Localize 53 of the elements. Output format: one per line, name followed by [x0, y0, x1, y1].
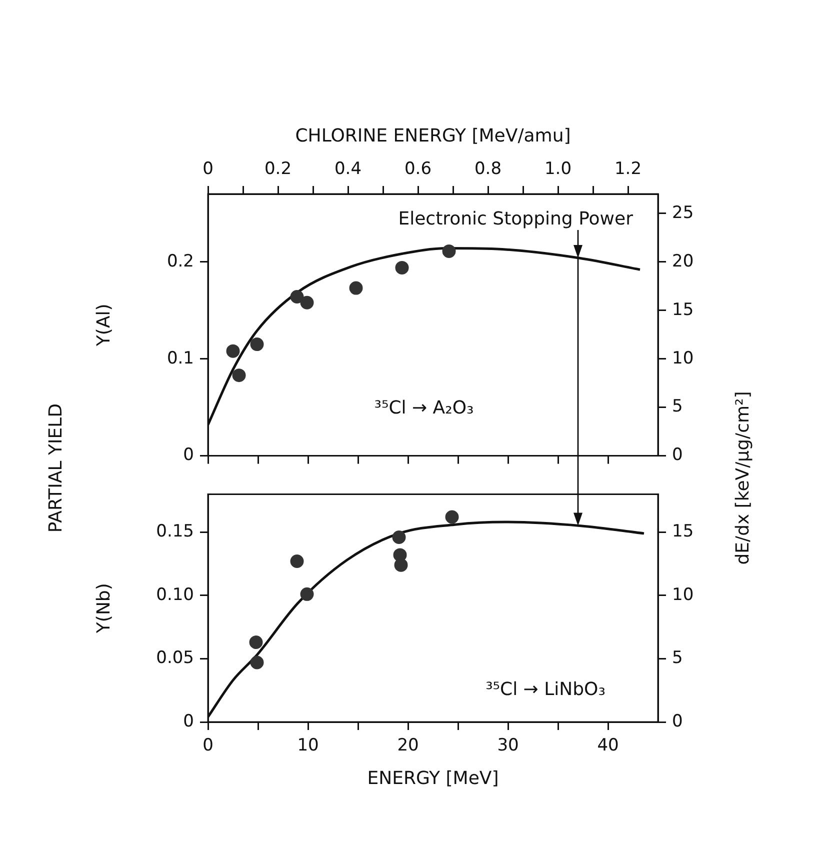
x-tick-label: 30: [497, 736, 519, 756]
point: [395, 260, 409, 274]
x2-tick-label: 1.0: [544, 159, 572, 180]
x-tick-label: 10: [297, 736, 319, 756]
x2-tick-label: 0.6: [404, 159, 432, 180]
point: [349, 281, 363, 295]
point: [392, 530, 406, 544]
y2-tick-label: 5: [672, 648, 683, 668]
y2-tick-label: 15: [672, 522, 694, 542]
annotation: ³⁵Cl → A₂O₃: [374, 397, 474, 418]
y2-tick-label: 10: [672, 584, 694, 605]
x-tick-label: 20: [397, 736, 419, 756]
point: [300, 587, 314, 601]
point: [300, 296, 314, 310]
y-tick-label: 0: [183, 445, 194, 466]
x2-tick-label: 0.4: [334, 159, 362, 180]
x2-tick-label: 1.2: [614, 159, 642, 180]
point: [232, 368, 246, 382]
y-tick-label: 0.2: [166, 251, 194, 272]
point: [290, 554, 304, 568]
y-axis-title: Y(Nb): [93, 583, 114, 634]
point: [226, 344, 240, 358]
x-axis-title: ENERGY [MeV]: [367, 768, 499, 789]
y2-tick-label: 0: [672, 445, 683, 466]
y-tick-label: 0.05: [156, 648, 194, 668]
text: PARTIAL YIELD: [46, 403, 66, 533]
y2-tick-label: 5: [672, 396, 683, 417]
y2-tick-label: 25: [672, 202, 694, 223]
y-tick-label: 0: [183, 711, 194, 732]
point: [250, 338, 264, 352]
x2-axis-title: CHLORINE ENERGY [MeV/amu]: [295, 125, 571, 146]
y2-axis-title: dE/dx [keV/μg/cm²]: [732, 391, 754, 565]
y-tick-label: 0.15: [156, 522, 194, 542]
y-tick-label: 0.10: [156, 584, 194, 605]
y2-tick-label: 0: [672, 711, 683, 732]
point: [290, 290, 304, 304]
point: [445, 510, 459, 524]
point: [249, 636, 263, 650]
x2-tick-label: 0: [202, 159, 214, 180]
point: [442, 244, 456, 258]
y-axis-title: Y(Al): [93, 304, 114, 348]
y-tick-label: 0.1: [166, 348, 194, 368]
point: [250, 656, 264, 670]
y2-tick-label: 20: [672, 251, 694, 272]
point: [394, 558, 408, 572]
x2-tick-label: 0.8: [474, 159, 502, 180]
y2-tick-label: 15: [672, 300, 694, 320]
x2-tick-label: 0.2: [264, 159, 292, 180]
x-tick-label: 40: [597, 736, 619, 756]
annotation: Electronic Stopping Power: [398, 208, 634, 230]
x-tick-label: 0: [202, 736, 214, 756]
y2-tick-label: 10: [672, 348, 694, 368]
annotation: ³⁵Cl → LiNbO₃: [486, 678, 606, 700]
